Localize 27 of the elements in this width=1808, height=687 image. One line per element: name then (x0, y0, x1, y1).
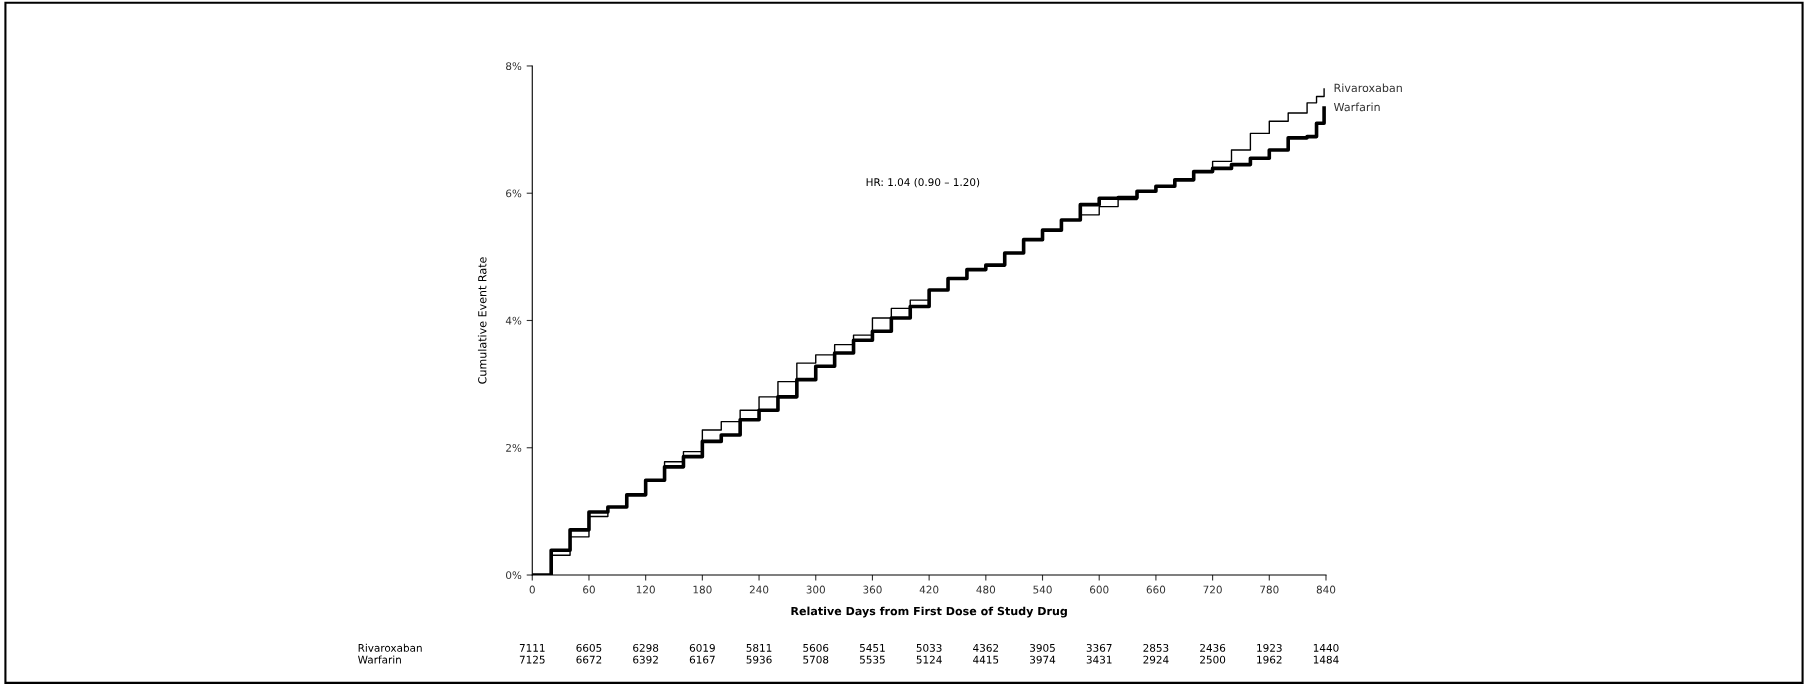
x-tick-label: 660 (1146, 585, 1166, 594)
y-axis-title: Cumulative Event Rate (477, 257, 487, 384)
x-tick-label: 480 (976, 585, 996, 594)
x-tick-label: 840 (1316, 585, 1336, 594)
x-tick-label: 780 (1260, 585, 1279, 594)
text: Rivaroxaban 7111 6605 6298 6019 5811 5606 5451 5033 4362 3905 3367 2853 2436 1923 1440 (358, 643, 1339, 652)
x-tick-label: 300 (806, 585, 825, 594)
x-tick-label: 420 (919, 585, 939, 594)
x-tick-label: 720 (1203, 585, 1222, 594)
y-tick-label: 6% (506, 189, 522, 198)
y-tick-label: 4% (505, 316, 522, 325)
x-tick-label: 240 (749, 585, 769, 594)
y-tick-label: 8% (506, 62, 522, 71)
x-axis-title: Relative Days from First Dose of Study Drug (791, 606, 1067, 618)
x-tick-label: 180 (693, 585, 712, 594)
x-tick-label: 540 (1033, 585, 1052, 594)
series-label: Warfarin (1333, 102, 1380, 112)
series-label: Rivaroxaban (1334, 83, 1402, 93)
x-tick-label: 0 (529, 585, 535, 594)
y-tick-label: 2% (506, 443, 522, 452)
x-tick-label: 360 (863, 585, 882, 594)
text: Warfarin 7125 6672 6392 6167 5936 5708 5535 5124 4415 3974 3431 2924 2500 1962 1484 (358, 655, 1339, 664)
y-tick-label: 0% (506, 571, 522, 580)
x-tick-label: 120 (636, 585, 655, 594)
x-tick-label: 600 (1090, 585, 1109, 594)
x-tick-label: 60 (583, 585, 595, 594)
annotation: HR: 1.04 (0.90 – 1.20) (866, 178, 980, 188)
